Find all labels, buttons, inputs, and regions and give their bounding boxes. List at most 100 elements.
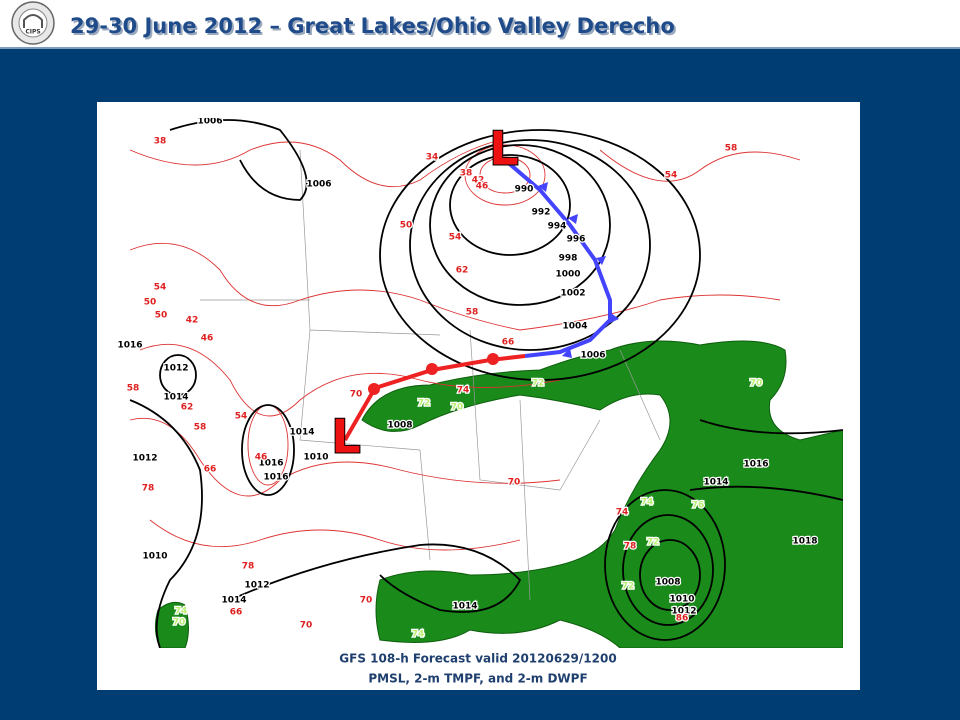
title-shadow: 29-30 June 2012 – Great Lakes/Ohio Valle… [72, 16, 677, 40]
isobars [129, 119, 843, 648]
temperature-contour [139, 343, 561, 417]
header-rule [0, 47, 960, 49]
isobar [229, 543, 522, 613]
isobar-label: 1006 [197, 117, 222, 127]
front-dot [426, 363, 438, 375]
dewpoint-label: 74 [175, 607, 188, 617]
temperature-label: 42 [472, 176, 485, 186]
temperature-label: 58 [194, 423, 207, 433]
temperature-label: 58 [725, 144, 738, 154]
temperature-label: 62 [456, 266, 469, 276]
temperature-label: 46 [255, 453, 268, 463]
temperature-label: 54 [235, 412, 248, 422]
dewpoint-label: 72 [647, 538, 660, 548]
dewpoint-label: 70 [451, 403, 464, 413]
temperature-label: 70 [350, 390, 363, 400]
dewpoint-label: 70 [173, 618, 186, 628]
temperature-label: 58 [466, 308, 479, 318]
temperature-label: 54 [154, 283, 167, 293]
isobar-label: 1008 [655, 578, 680, 588]
temperature-label: 70 [360, 596, 373, 606]
isobar-label: 994 [548, 222, 567, 232]
temperature-label: 70 [508, 478, 521, 488]
isobar-label: 1010 [303, 453, 328, 463]
isobar [604, 489, 726, 641]
isobar-label: 1010 [142, 552, 167, 562]
isobar-label: 1018 [792, 537, 817, 547]
isobar-label: 1016 [117, 341, 142, 351]
isobar-label: 1012 [671, 607, 696, 617]
temperature-label: 34 [426, 153, 439, 163]
logo: CIPS [11, 1, 55, 45]
temperature-label: 54 [665, 171, 678, 181]
isobar [129, 399, 203, 648]
isobar-label: 1012 [163, 364, 188, 374]
logo-arch [23, 14, 43, 28]
temperature-label: 66 [502, 338, 515, 348]
isobar [639, 539, 701, 611]
temperature-label: 50 [155, 311, 168, 321]
isobar [449, 154, 571, 256]
isobar [379, 129, 701, 381]
borders [200, 149, 661, 601]
isobar [689, 419, 843, 501]
isobar-label: 1016 [263, 473, 288, 483]
isobar-label: 1006 [306, 180, 331, 190]
warm-front-symbols [368, 353, 499, 395]
temperature-label: 78 [242, 562, 255, 572]
dewpoint-area [154, 601, 189, 648]
caption-line: GFS 108-h Forecast valid 20120629/1200 [339, 652, 616, 666]
isobar-label: 998 [559, 254, 578, 264]
isobar-label: 1014 [163, 393, 188, 403]
temperature-contour [479, 156, 531, 194]
isobar-label: 1010 [669, 595, 694, 605]
isobar [159, 354, 197, 396]
temperature-contour [599, 149, 801, 182]
temperature-label: 74 [616, 508, 629, 518]
temperature-label: 46 [201, 334, 214, 344]
dewpoint-label: 74 [412, 630, 425, 640]
temperature-label: 50 [400, 221, 413, 231]
temperature-label: 62 [181, 403, 194, 413]
isobar [169, 119, 308, 201]
dewpoint-shading [154, 340, 843, 648]
isobar-label: 1008 [387, 421, 412, 431]
temperature-label: 50 [144, 298, 157, 308]
isobar-label: 1000 [555, 270, 580, 280]
state-border [200, 149, 661, 601]
temperature-contour [129, 242, 781, 331]
temperature-label: 38 [460, 169, 473, 179]
isobar-label: 992 [532, 208, 551, 218]
temperature-label: 86 [676, 614, 689, 624]
isobar-label: 1012 [132, 454, 157, 464]
isobar-label: 996 [567, 235, 586, 245]
dewpoint-label: 74 [641, 498, 654, 508]
temperature-label: 66 [230, 608, 243, 618]
temperature-label: 54 [449, 233, 462, 243]
isobar-label: 1016 [743, 460, 768, 470]
isobar-label: 1002 [560, 289, 585, 299]
isobar-label: 1012 [244, 581, 269, 591]
slide-title: 29-30 June 2012 – Great Lakes/Ohio Valle… [70, 14, 675, 38]
fronts [343, 158, 619, 441]
low-marker: L [331, 410, 360, 464]
temperature-label: 66 [204, 465, 217, 475]
isobar-label: 1014 [221, 596, 246, 606]
isobar-label: 1016 [258, 459, 283, 469]
dewpoint-label: 76 [692, 501, 705, 511]
dewpoint-label: 72 [532, 379, 545, 389]
dewpoint-label: 72 [622, 582, 635, 592]
front-dot [487, 353, 499, 365]
temperature-label: 70 [300, 621, 313, 631]
isobar [409, 139, 651, 351]
temperature-contour [129, 417, 561, 497]
isobar [429, 144, 611, 306]
temperature-label: 78 [624, 542, 637, 552]
front-dot [368, 383, 380, 395]
dewpoint-label: 72 [418, 399, 431, 409]
temperature-label: 78 [142, 484, 155, 494]
